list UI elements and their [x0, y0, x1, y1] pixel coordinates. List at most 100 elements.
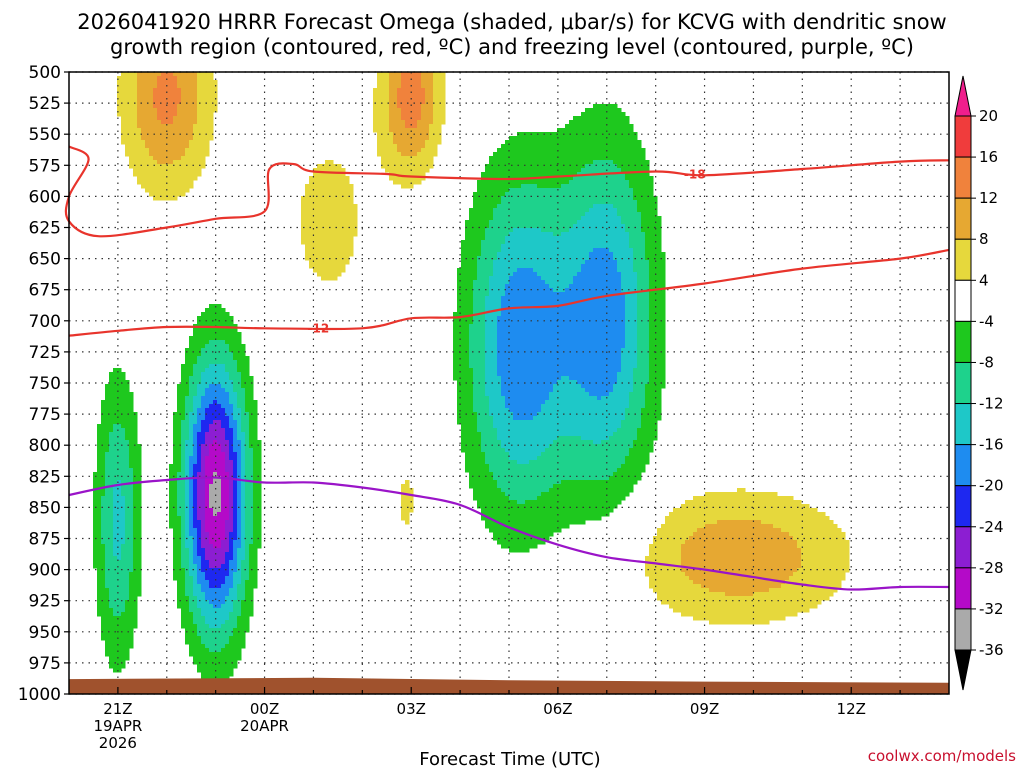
omega-cell [169, 504, 174, 509]
omega-cell [141, 180, 146, 185]
omega-cell [309, 224, 314, 229]
omega-cell [245, 396, 250, 401]
omega-cell [485, 316, 490, 321]
omega-cell [245, 544, 250, 549]
omega-cell [425, 152, 430, 157]
omega-cell [177, 600, 182, 605]
omega-cell [469, 376, 474, 381]
omega-cell [121, 120, 126, 125]
omega-cell [485, 348, 490, 353]
omega-cell [505, 148, 510, 153]
omega-cell [469, 320, 474, 325]
omega-cell [189, 344, 194, 349]
omega-cell [493, 388, 498, 393]
omega-cell [201, 468, 206, 473]
omega-cell [201, 456, 206, 461]
omega-cell [213, 456, 218, 461]
omega-cell [229, 324, 234, 329]
omega-cell [221, 308, 226, 313]
omega-cell [301, 232, 306, 237]
omega-cell [173, 556, 178, 561]
omega-cell [481, 252, 486, 257]
omega-cell [189, 580, 194, 585]
omega-cell [213, 404, 218, 409]
omega-cell [313, 220, 318, 225]
omega-cell [413, 180, 418, 185]
omega-cell [233, 652, 238, 657]
omega-cell [193, 120, 198, 125]
omega-cell [509, 268, 514, 273]
omega-cell [497, 184, 502, 189]
omega-cell [125, 384, 130, 389]
omega-cell [173, 108, 178, 113]
omega-cell [113, 520, 118, 525]
omega-cell [149, 96, 154, 101]
omega-cell [481, 180, 486, 185]
omega-cell [345, 200, 350, 205]
omega-cell [197, 640, 202, 645]
omega-cell [109, 456, 114, 461]
omega-cell [221, 392, 226, 397]
omega-cell [129, 584, 134, 589]
omega-cell [497, 388, 502, 393]
omega-cell [193, 140, 198, 145]
omega-cell [213, 620, 218, 625]
omega-cell [209, 612, 214, 617]
omega-cell [349, 208, 354, 213]
omega-cell [397, 148, 402, 153]
omega-cell [405, 484, 410, 489]
omega-cell [237, 656, 242, 661]
omega-cell [493, 460, 498, 465]
omega-cell [473, 204, 478, 209]
omega-cell [237, 552, 242, 557]
omega-cell [117, 108, 122, 113]
omega-cell [305, 244, 310, 249]
omega-cell [213, 676, 218, 681]
omega-cell [201, 612, 206, 617]
omega-cell [473, 416, 478, 421]
omega-cell [101, 636, 106, 641]
omega-cell [173, 72, 178, 77]
omega-cell [385, 140, 390, 145]
omega-cell [473, 392, 478, 397]
omega-cell [157, 120, 162, 125]
omega-cell [209, 624, 214, 629]
omega-cell [213, 368, 218, 373]
omega-cell [405, 72, 410, 77]
omega-cell [237, 392, 242, 397]
omega-cell [349, 196, 354, 201]
omega-cell [117, 648, 122, 653]
omega-cell [185, 580, 190, 585]
omega-cell [489, 216, 494, 221]
omega-cell [337, 180, 342, 185]
omega-cell [181, 424, 186, 429]
omega-cell [337, 236, 342, 241]
omega-cell [165, 120, 170, 125]
omega-cell [185, 404, 190, 409]
omega-cell [217, 364, 222, 369]
omega-cell [341, 212, 346, 217]
omega-cell [221, 620, 226, 625]
omega-cell [205, 612, 210, 617]
omega-cell [313, 236, 318, 241]
omega-cell [405, 92, 410, 97]
omega-cell [197, 424, 202, 429]
omega-cell [381, 84, 386, 89]
omega-cell [505, 224, 510, 229]
omega-cell [489, 228, 494, 233]
omega-cell [109, 464, 114, 469]
omega-cell [201, 584, 206, 589]
omega-cell [217, 652, 222, 657]
omega-cell [481, 388, 486, 393]
omega-cell [389, 144, 394, 149]
omega-cell [97, 508, 102, 513]
omega-cell [397, 116, 402, 121]
omega-cell [405, 84, 410, 89]
omega-cell [241, 416, 246, 421]
omega-cell [493, 528, 498, 533]
omega-cell [473, 300, 478, 305]
omega-cell [505, 248, 510, 253]
omega-cell [185, 368, 190, 373]
omega-cell [393, 124, 398, 129]
omega-cell [401, 76, 406, 81]
